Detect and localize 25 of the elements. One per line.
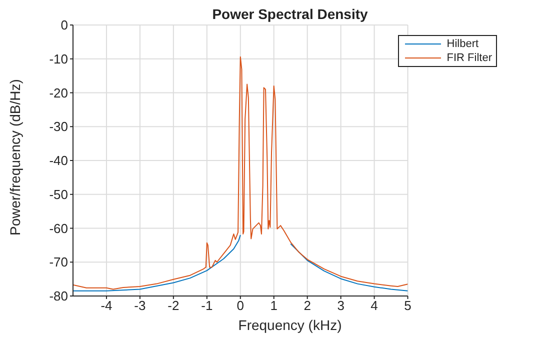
- x-tick-label: 2: [304, 298, 311, 314]
- x-tick-label: 1: [270, 298, 278, 314]
- y-axis-title: Power/frequency (dB/Hz): [6, 79, 23, 236]
- y-tick-label: -40: [49, 153, 68, 168]
- x-tick-label: 5: [404, 298, 412, 314]
- y-tick-label: -80: [49, 288, 68, 304]
- x-tick-label: 3: [337, 298, 344, 314]
- y-tick-label: 0: [60, 18, 68, 33]
- chart-title: Power Spectral Density: [211, 6, 369, 22]
- x-tick-label: 4: [370, 298, 378, 314]
- y-tick-label: -30: [49, 119, 68, 134]
- x-tick-label: 0: [236, 298, 244, 314]
- x-tick-label: -3: [134, 298, 146, 314]
- y-tick-label: -20: [49, 85, 68, 100]
- y-tick-label: -10: [49, 51, 68, 66]
- y-tick-label: -70: [49, 254, 68, 270]
- legend-label: FIR Filter: [446, 51, 492, 65]
- legend-label: Hilbert: [446, 37, 479, 51]
- y-tick-label: -50: [49, 186, 68, 202]
- x-tick-label: -1: [201, 298, 213, 314]
- y-tick-label: -60: [49, 220, 68, 236]
- x-tick-label: -2: [168, 298, 180, 314]
- line-series: [73, 56, 408, 290]
- x-tick-label: -4: [100, 298, 112, 314]
- x-axis-title: Frequency (kHz): [237, 317, 343, 333]
